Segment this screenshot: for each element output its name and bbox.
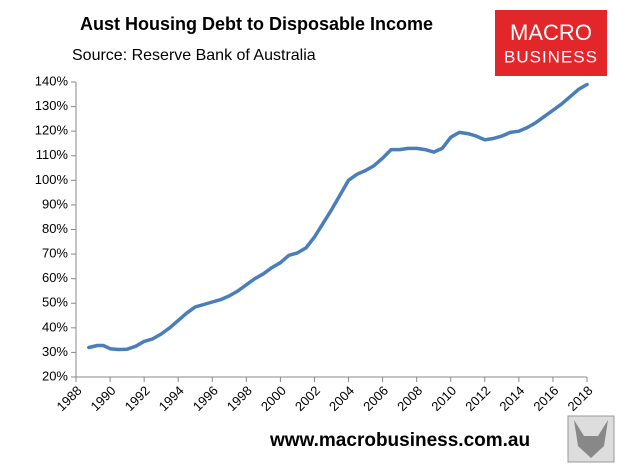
- y-tick-label: 70%: [42, 246, 68, 261]
- x-tick-label: 2002: [292, 383, 323, 414]
- x-tick-label: 2006: [360, 383, 391, 414]
- y-tick-label: 20%: [42, 368, 68, 383]
- x-tick-label: 1998: [224, 383, 255, 414]
- chart-title: Aust Housing Debt to Disposable Income: [80, 14, 433, 34]
- y-tick-label: 80%: [42, 221, 68, 236]
- x-tick-label: 1992: [122, 383, 153, 414]
- y-tick-label: 120%: [35, 123, 69, 138]
- x-tick-label: 1990: [88, 383, 119, 414]
- footer-url: www.macrobusiness.com.au: [269, 430, 530, 451]
- wolf-icon: [567, 415, 615, 463]
- y-tick-label: 100%: [35, 172, 69, 187]
- x-tick-label: 2018: [564, 383, 595, 414]
- x-tick-label: 2008: [394, 383, 425, 414]
- y-tick-label: 30%: [42, 344, 68, 359]
- y-tick-label: 50%: [42, 295, 68, 310]
- y-tick-label: 40%: [42, 319, 68, 334]
- x-tick-label: 2012: [462, 383, 493, 414]
- data-line: [87, 82, 589, 352]
- logo-text: MACRO: [510, 20, 592, 45]
- x-tick-label: 1996: [190, 383, 221, 414]
- y-tick-label: 110%: [36, 147, 69, 162]
- y-tick-label: 130%: [35, 98, 69, 113]
- y-tick-label: 140%: [35, 73, 69, 88]
- logo-box: [495, 10, 607, 76]
- x-tick-label: 1988: [53, 383, 84, 414]
- x-tick-label: 2014: [496, 383, 527, 414]
- x-tick-label: 1994: [156, 383, 187, 414]
- x-tick-label: 2004: [326, 383, 357, 414]
- y-tick-label: 90%: [42, 196, 68, 211]
- y-tick-label: 60%: [42, 270, 68, 285]
- logo-text: BUSINESS: [504, 47, 598, 66]
- x-tick-label: 2000: [258, 383, 289, 414]
- x-tick-label: 2010: [428, 383, 459, 414]
- x-tick-label: 2016: [530, 383, 561, 414]
- chart-subtitle: Source: Reserve Bank of Australia: [72, 47, 316, 64]
